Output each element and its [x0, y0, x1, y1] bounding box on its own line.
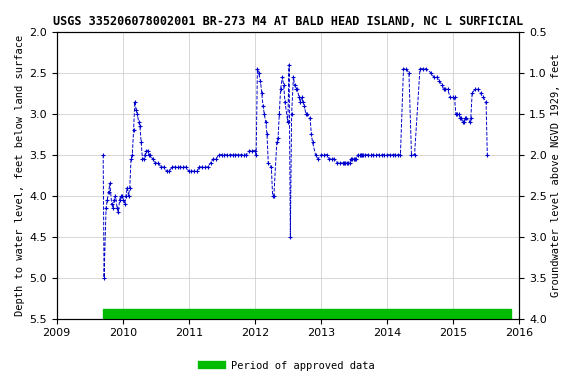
Bar	[103, 309, 511, 319]
Y-axis label: Depth to water level, feet below land surface: Depth to water level, feet below land su…	[15, 35, 25, 316]
Legend: Period of approved data: Period of approved data	[198, 357, 378, 375]
Y-axis label: Groundwater level above NGVD 1929, feet: Groundwater level above NGVD 1929, feet	[551, 53, 561, 297]
Title: USGS 335206078002001 BR-273 M4 AT BALD HEAD ISLAND, NC L SURFICIAL: USGS 335206078002001 BR-273 M4 AT BALD H…	[53, 15, 523, 28]
